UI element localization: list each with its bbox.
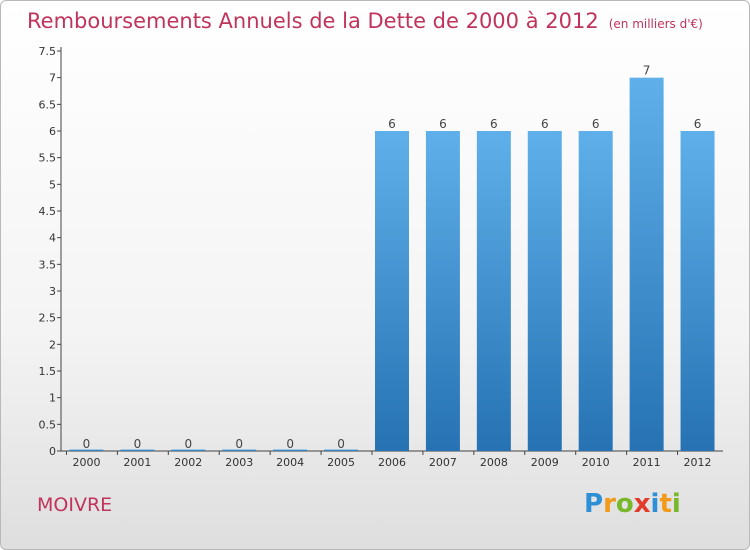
bar-2000 [69,449,104,451]
y-tick-label: 5 [49,178,56,191]
x-tick-label: 2011 [633,456,661,469]
bar-2009 [527,131,562,451]
bar-2008 [476,131,511,451]
y-tick-label: 2.5 [39,312,57,325]
y-tick-label: 1.5 [39,365,57,378]
logo-letter: r [603,489,616,519]
chart-title: Remboursements Annuels de la Dette de 20… [27,9,703,33]
x-tick-label: 2000 [72,456,100,469]
y-tick-label: 4.5 [39,205,57,218]
bar-2011 [629,77,664,452]
value-label: 0 [83,437,91,451]
bar-2010 [578,131,613,451]
x-tick-label: 2010 [582,456,610,469]
y-tick-label: 2 [49,338,56,351]
value-label: 0 [134,437,142,451]
logo-letter: i [650,489,660,519]
x-tick-label: 2002 [174,456,202,469]
bar-2005 [324,449,359,451]
x-tick-label: 2009 [531,456,559,469]
value-label: 0 [184,437,192,451]
bar-2007 [425,131,460,451]
logo-letter: o [615,489,634,519]
x-tick-label: 2012 [684,456,712,469]
y-tick-label: 3 [49,285,56,298]
value-label: 6 [694,117,702,131]
y-tick-label: 7.5 [39,45,57,58]
y-tick-label: 3.5 [39,258,57,271]
bar-2002 [171,449,206,451]
y-tick-label: 1 [49,392,56,405]
bar-2012 [680,131,715,451]
value-label: 0 [337,437,345,451]
x-tick-label: 2006 [378,456,406,469]
value-label: 6 [592,117,600,131]
x-tick-label: 2004 [276,456,304,469]
value-label: 6 [388,117,396,131]
value-label: 0 [286,437,294,451]
value-label: 6 [439,117,447,131]
y-tick-label: 4 [49,232,56,245]
value-label: 0 [235,437,243,451]
y-tick-label: 0 [49,445,56,458]
x-tick-label: 2007 [429,456,457,469]
value-label: 7 [643,64,651,78]
x-tick-label: 2003 [225,456,253,469]
logo-letter: x [633,489,651,519]
bar-2004 [273,449,308,451]
bar-2001 [120,449,155,451]
logo-letter: P [584,489,604,519]
proxiti-logo[interactable]: Proxiti [584,489,681,519]
x-tick-label: 2008 [480,456,508,469]
value-label: 6 [490,117,498,131]
x-tick-label: 2005 [327,456,355,469]
logo-letter: t [659,489,672,519]
y-tick-label: 6.5 [39,98,57,111]
bar-2006 [375,131,409,451]
unit-label: (en milliers d'€) [608,17,703,31]
x-tick-label: 2001 [123,456,151,469]
bar-2003 [222,449,257,451]
title-text: Remboursements Annuels de la Dette de 20… [27,9,599,33]
y-tick-label: 5.5 [39,152,57,165]
y-tick-label: 0.5 [39,418,57,431]
y-tick-label: 7 [49,72,56,85]
logo-letter: i [671,489,681,519]
y-tick-label: 6 [49,125,56,138]
value-label: 6 [541,117,549,131]
commune-name: MOIVRE [37,494,113,516]
